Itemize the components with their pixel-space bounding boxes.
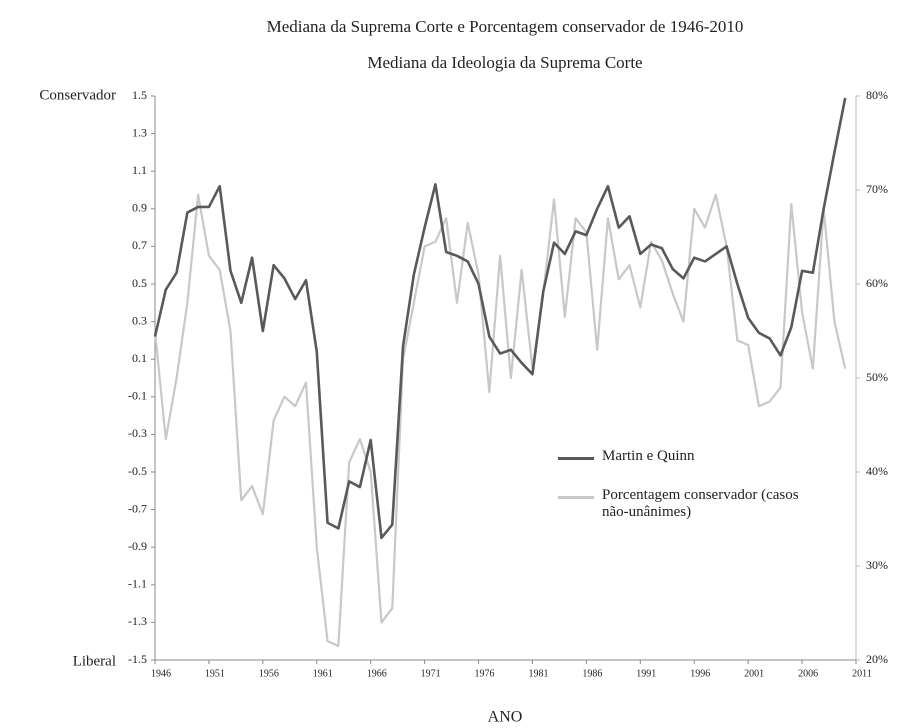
legend-swatch [558,457,594,460]
y2-tick-label: 70% [866,182,888,196]
y-tick-label: -1.3 [128,614,147,628]
y2-tick-label: 20% [866,652,888,666]
y-tick-label: 0.3 [132,313,147,327]
y-tick-label: 1.5 [132,88,147,102]
x-tick-label: 1956 [259,668,279,679]
legend-item: Porcentagem conservador (casos não-unâni… [558,487,808,521]
y2-tick-label: 80% [866,88,888,102]
y-tick-label: 0.9 [132,201,147,215]
y-tick-label: -0.1 [128,389,147,403]
chart-title: Mediana da Suprema Corte e Porcentagem c… [267,17,744,36]
y-tick-label: 1.1 [132,163,147,177]
x-tick-label: 1991 [636,668,656,679]
x-tick-label: 1996 [690,668,710,679]
legend-label: Porcentagem conservador (casos não-unâni… [602,487,799,520]
annotation: Liberal [73,653,116,669]
x-tick-label: 1951 [205,668,225,679]
y-tick-label: 0.5 [132,276,147,290]
x-tick-label: 1971 [421,668,441,679]
y-tick-label: -1.5 [128,652,147,666]
x-tick-label: 1966 [367,668,387,679]
y-tick-label: -0.3 [128,426,147,440]
legend-label: Martin e Quinn [602,448,695,464]
series-line [153,193,847,647]
x-tick-label: 2011 [852,668,872,679]
x-axis-label: ANO [488,709,523,726]
y-tick-label: 0.1 [132,351,147,365]
y2-tick-label: 40% [866,464,888,478]
x-tick-label: 2006 [798,668,818,679]
legend: Martin e Quinn Porcentagem conservador (c… [558,448,808,543]
annotation: Conservador [39,87,116,103]
x-tick-label: 1961 [313,668,333,679]
y2-tick-label: 60% [866,276,888,290]
chart-subtitle: Mediana da Ideologia da Suprema Corte [367,53,642,72]
legend-swatch [558,496,594,499]
x-tick-label: 1976 [475,668,495,679]
y-tick-label: 1.3 [132,125,147,139]
y2-tick-label: 50% [866,370,888,384]
y-tick-label: -1.1 [128,577,147,591]
y-tick-label: -0.7 [128,501,147,515]
y-tick-label: -0.9 [128,539,147,553]
x-tick-label: 1946 [151,668,171,679]
y2-tick-label: 30% [866,558,888,572]
y-tick-label: -0.5 [128,464,147,478]
legend-item: Martin e Quinn [558,448,808,465]
x-tick-label: 1981 [528,668,548,679]
series-line [153,97,847,540]
y-tick-label: 0.7 [132,238,147,252]
x-tick-label: 2001 [744,668,764,679]
x-tick-label: 1986 [582,668,602,679]
